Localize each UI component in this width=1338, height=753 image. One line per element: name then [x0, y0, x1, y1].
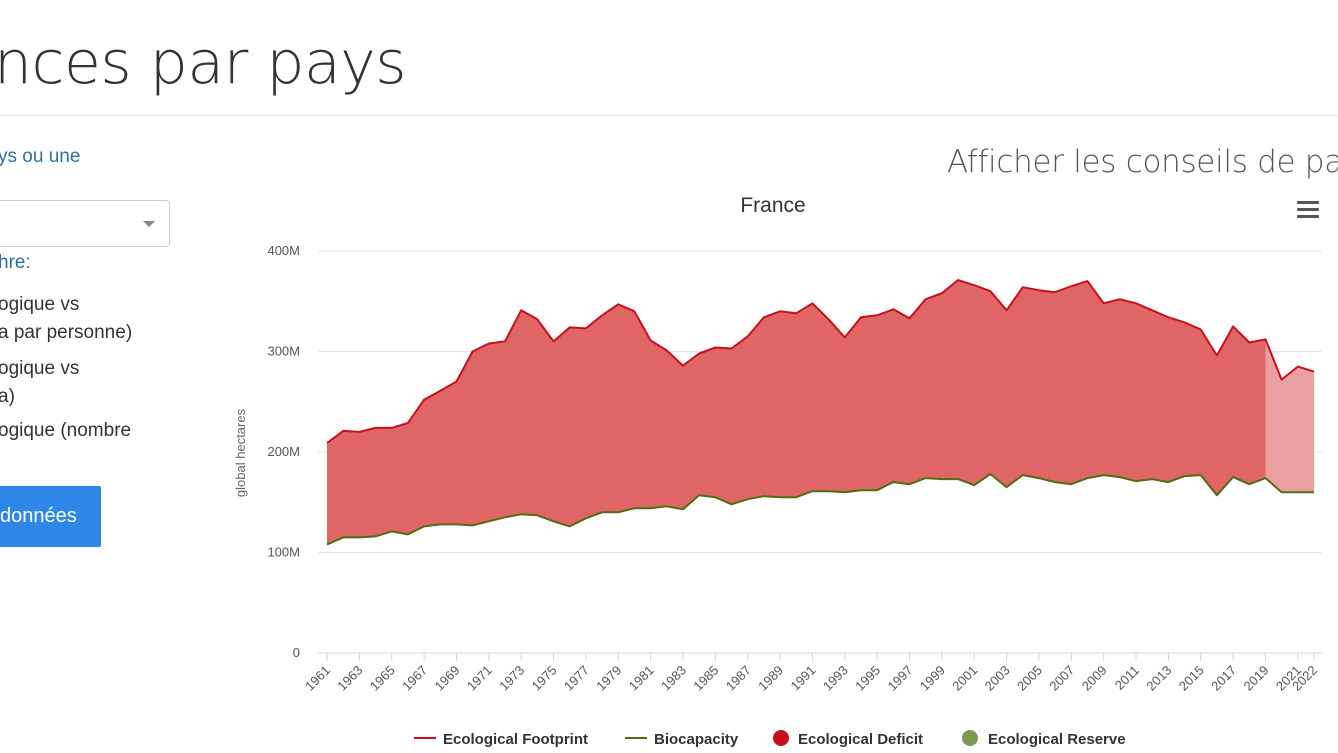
- x-tick-label: 1989: [755, 663, 786, 694]
- option-label: ogique (nombre: [0, 420, 132, 441]
- ecological-deficit-area: [327, 280, 1266, 545]
- x-tick-label: 2005: [1014, 663, 1045, 694]
- chevron-down-icon: [143, 221, 155, 227]
- x-tick-label: 1981: [626, 663, 657, 694]
- y-tick-label: 0: [293, 645, 300, 660]
- option-footprint-vs-biocapacity-total[interactable]: ogique vs a): [0, 355, 79, 411]
- legend-item-label: Ecological Footprint: [443, 731, 588, 748]
- title-divider: [0, 115, 1338, 116]
- page-title: nces par pays: [0, 28, 406, 98]
- legend-item-label: Biocapacity: [654, 731, 739, 748]
- x-tick-label: 1973: [496, 663, 527, 694]
- y-tick-label: 400M: [267, 243, 300, 258]
- x-tick-label: 1975: [529, 663, 560, 694]
- x-tick-label: 1967: [399, 663, 430, 694]
- x-tick-label: 2013: [1143, 663, 1174, 694]
- x-tick-label: 1993: [820, 663, 851, 694]
- option-earths-number[interactable]: ogique (nombre: [0, 417, 131, 445]
- x-tick-label: 1997: [885, 663, 916, 694]
- ecological-deficit-projected-area: [1265, 339, 1314, 493]
- legend-dot-symbol: [773, 730, 789, 746]
- ecological-footprint-line: [326, 279, 1315, 444]
- x-tick-label: 1963: [334, 663, 365, 694]
- x-tick-label: 1985: [690, 663, 721, 694]
- biocapacity-line: [326, 473, 1314, 546]
- display-options-heading: hre:: [0, 252, 31, 273]
- x-tick-label: 2003: [982, 663, 1013, 694]
- country-select[interactable]: [0, 200, 170, 247]
- option-label: ogique vs: [0, 294, 80, 315]
- x-tick-label: 1999: [917, 663, 948, 694]
- x-tick-label: 1971: [464, 663, 495, 694]
- x-tick-label: 2019: [1241, 663, 1272, 694]
- country-select-prompt: ys ou une: [0, 146, 81, 167]
- x-tick-label: 1977: [561, 663, 592, 694]
- x-tick-label: 1995: [852, 663, 883, 694]
- x-tick-label: 2011: [1112, 663, 1142, 693]
- y-tick-label: 300M: [267, 344, 300, 359]
- y-tick-label: 100M: [267, 545, 300, 560]
- option-label: a): [0, 386, 15, 407]
- legend-item-label: Ecological Reserve: [988, 731, 1126, 748]
- chart-menu-icon[interactable]: [1297, 201, 1319, 219]
- chart-legend: Ecological Footprint Biocapacity Ecologica…: [414, 730, 1126, 748]
- x-tick-label: 2001: [949, 663, 980, 694]
- x-tick-label: 1965: [367, 663, 398, 694]
- option-footprint-vs-biocapacity-per-person[interactable]: ogique vs a par personne): [0, 291, 132, 347]
- page-tips-link[interactable]: Afficher les conseils de page: [947, 144, 1338, 180]
- x-tick-label: 2007: [1046, 663, 1077, 694]
- x-tick-label: 2015: [1176, 663, 1207, 694]
- x-tick-label: 1987: [723, 663, 754, 694]
- option-label: ogique vs: [0, 358, 80, 379]
- x-tick-label: 1961: [302, 663, 333, 694]
- y-axis-label: global hectares: [233, 408, 248, 497]
- x-tick-label: 2009: [1079, 663, 1110, 694]
- data-button[interactable]: données: [0, 486, 101, 547]
- x-tick-label: 1991: [787, 663, 818, 694]
- legend-dot-symbol: [962, 730, 978, 746]
- option-label: a par personne): [0, 322, 133, 343]
- x-tick-label: 1979: [593, 663, 624, 694]
- x-tick-label: 1983: [658, 663, 689, 694]
- y-tick-label: 200M: [267, 444, 300, 459]
- legend-item-label: Ecological Deficit: [798, 731, 923, 748]
- chart-title: France: [740, 194, 805, 217]
- x-tick-label: 2017: [1208, 663, 1239, 694]
- x-tick-label: 1969: [432, 663, 463, 694]
